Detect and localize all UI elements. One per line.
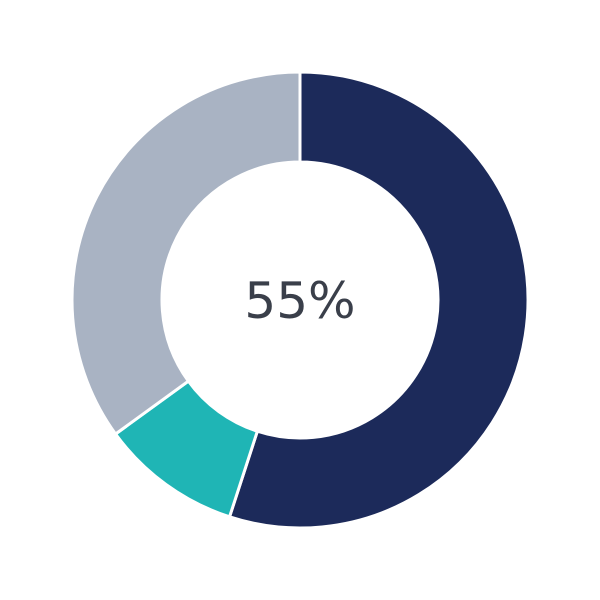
center-label: 55% <box>244 272 355 330</box>
donut-slice-3 <box>70 70 302 437</box>
donut-slice-1 <box>227 70 530 530</box>
